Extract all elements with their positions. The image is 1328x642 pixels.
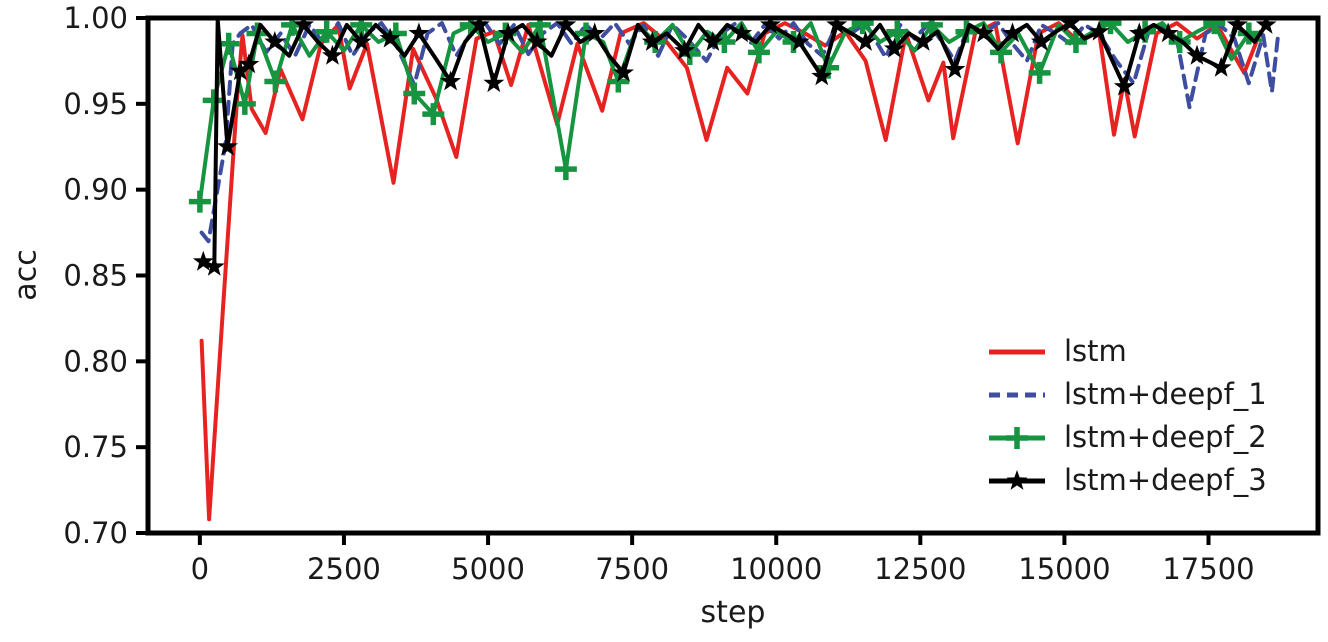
legend-item-label: lstm+deepf_1 [1064,377,1267,411]
star-marker-icon [702,31,724,51]
star-marker-icon [811,65,833,86]
star-marker-icon [483,72,505,93]
plus-marker-icon [1006,426,1028,449]
star-marker-icon [944,58,966,79]
star-marker-icon [1059,18,1081,32]
star-marker-icon [1006,469,1028,490]
plus-marker-icon [188,190,211,213]
star-marker-icon [1210,56,1232,77]
plus-marker-icon [1203,18,1226,35]
star-marker-icon [1157,22,1179,43]
legend-line-sample-icon [989,426,1045,449]
star-marker-icon [674,39,695,60]
y-tick-label: 0.85 [63,259,128,293]
plus-marker-icon [264,70,287,93]
star-marker-icon [1128,22,1150,43]
plus-marker-icon [1237,22,1260,45]
plus-marker-icon [1064,31,1087,54]
star-marker-icon [1088,20,1110,41]
legend-item-label: lstm+deepf_3 [1064,463,1267,497]
series-line-lstm+deepf_2 [197,21,1263,204]
legend: lstm lstm+deepf_1 lstm+deepf_2 lstm+deep… [987,330,1267,502]
plus-marker-icon [528,18,551,36]
y-tick-label: 0.90 [63,173,128,207]
plus-marker-icon [1099,18,1122,35]
star-marker-icon [1113,75,1135,96]
x-tick-label: 5000 [451,552,525,586]
series-group [188,18,1280,522]
star-marker-icon [526,31,548,51]
y-tick-label: 0.95 [63,87,128,121]
legend-item: lstm+deepf_1 [987,373,1267,416]
star-marker-icon [238,53,260,74]
star-marker-icon [826,18,848,34]
star-marker-icon [760,18,781,34]
plus-marker-icon [315,20,338,43]
legend-item: lstm+deepf_2 [987,416,1267,459]
x-tick-label: 10000 [730,552,822,586]
star-marker-icon [1255,18,1277,34]
star-marker-icon [229,60,251,81]
plus-marker-icon [422,103,445,126]
star-marker-icon [1226,18,1248,34]
star-marker-icon [217,135,238,156]
legend-line-sample-icon [989,349,1045,354]
legend-line-sample-icon [989,469,1045,490]
star-marker-icon [855,31,876,51]
y-tick-label: 0.70 [63,516,128,550]
legend-item-label: lstm+deepf_2 [1064,420,1267,454]
x-tick-label: 2500 [307,552,381,586]
y-tick-label: 0.80 [63,344,128,378]
star-marker-icon [973,22,995,43]
legend-item: lstm [987,330,1267,373]
plus-marker-icon [920,18,943,36]
legend-item: lstm+deepf_3 [987,459,1267,502]
x-tick-label: 17500 [1162,552,1254,586]
x-axis-label: step [700,595,766,630]
star-marker-icon [731,22,753,43]
star-marker-icon [379,27,401,48]
star-marker-icon [912,31,934,51]
star-marker-icon [641,31,663,51]
star-marker-icon [1186,44,1208,65]
y-axis-label: acc [8,249,44,301]
legend-line-sample-icon [989,392,1045,397]
plus-marker-icon [886,20,909,43]
star-marker-icon [468,18,490,34]
star-marker-icon [408,22,430,43]
plus-marker-icon [554,158,577,181]
y-tick-label: 1.00 [63,1,128,35]
star-marker-icon [350,31,372,51]
plus-marker-icon [403,82,426,105]
x-tick-label: 0 [191,552,209,586]
star-marker-icon [293,18,315,34]
star-marker-icon [883,37,905,58]
star-marker-icon [322,44,343,65]
plus-marker-icon [1028,61,1051,84]
x-tick-label: 15000 [1018,552,1110,586]
x-tick-label: 12500 [874,552,966,586]
plus-marker-icon [607,70,630,93]
star-marker-icon [203,255,225,276]
star-marker-icon [1002,22,1023,43]
star-marker-icon [192,250,214,271]
plot-spines [145,15,1321,536]
star-marker-icon [788,31,810,51]
plus-marker-icon [202,89,225,112]
star-marker-icon [440,70,461,91]
y-tick-label: 0.75 [63,430,128,464]
plus-marker-icon [851,18,874,35]
star-marker-icon [555,18,577,34]
star-marker-icon [584,22,606,43]
legend-item-label: lstm [1064,334,1127,368]
star-marker-icon [497,22,519,43]
star-marker-icon [613,61,634,82]
star-marker-icon [264,31,286,51]
plus-marker-icon [747,41,770,64]
plus-marker-icon [233,92,256,115]
star-marker-icon [1030,31,1052,51]
x-tick-label: 7500 [595,552,669,586]
